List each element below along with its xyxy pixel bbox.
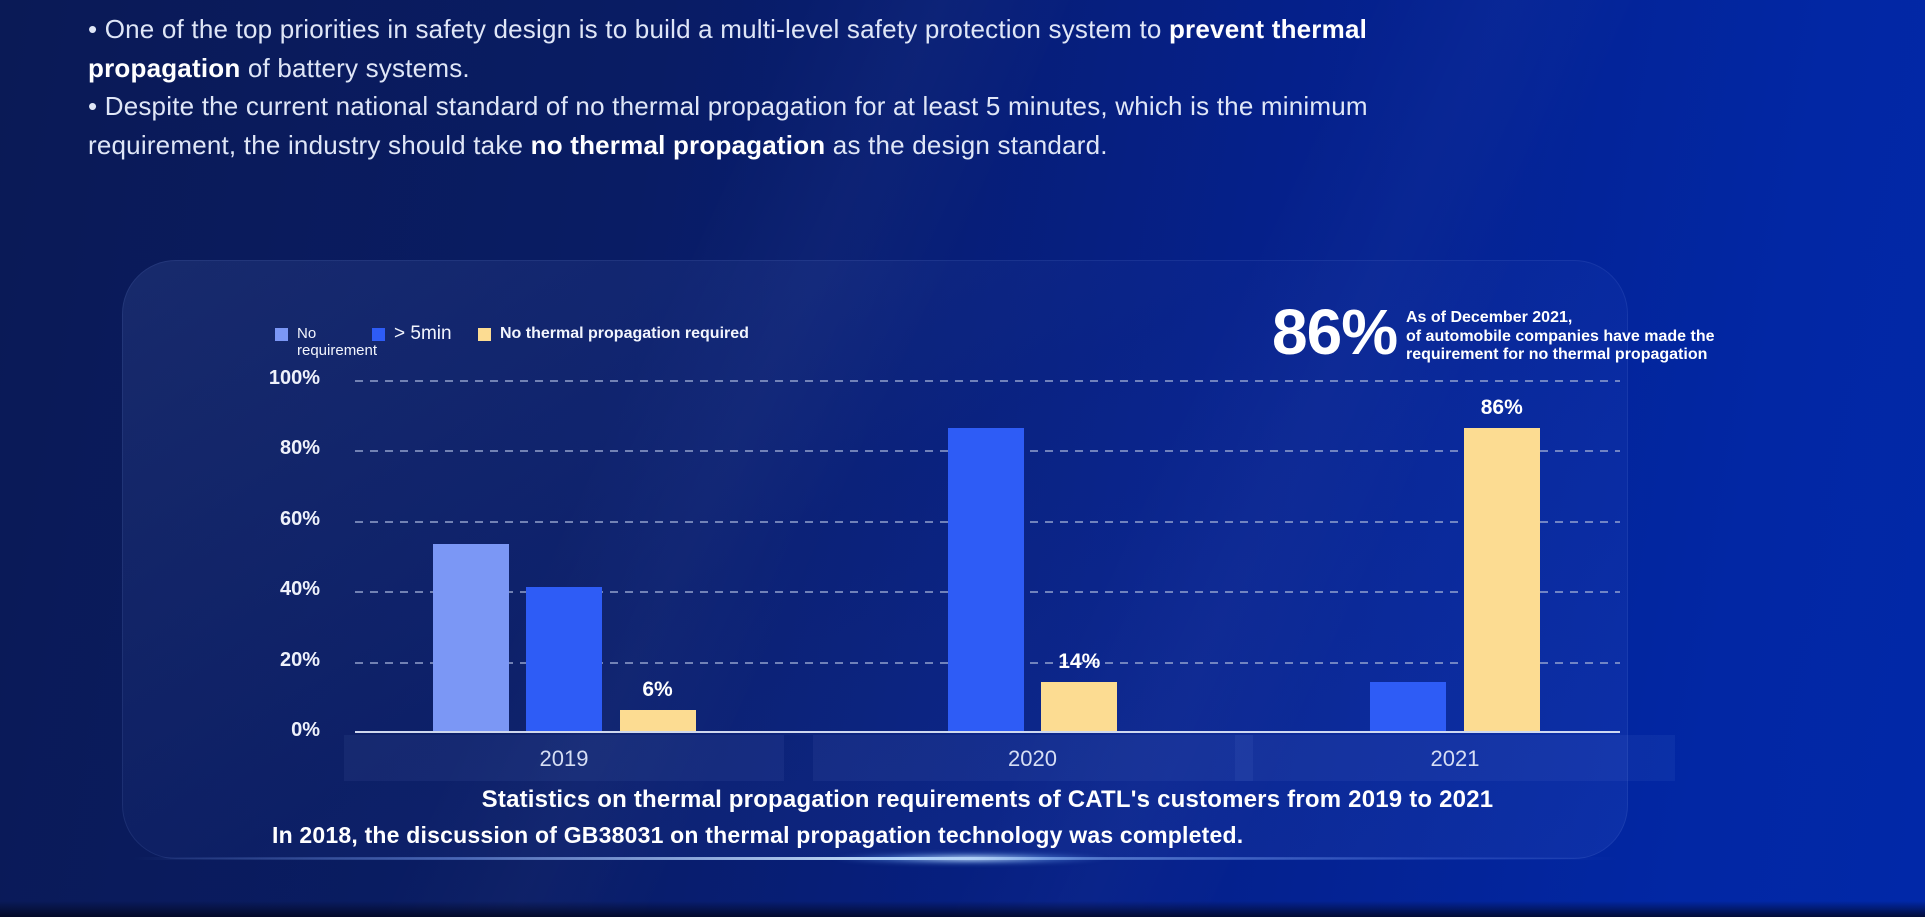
legend-label: > 5min <box>394 323 452 344</box>
intro-bold-text: no thermal propagation <box>530 129 826 160</box>
bar-value-label: 14% <box>1058 649 1101 673</box>
callout-value: 86% <box>1272 296 1398 368</box>
y-axis-label: 0% <box>291 719 320 741</box>
footnote: In 2018, the discussion of GB38031 on th… <box>272 822 1244 848</box>
y-axis-label: 80% <box>279 437 320 460</box>
bar <box>526 586 602 731</box>
gridline <box>355 380 1620 382</box>
bar <box>1370 681 1447 731</box>
intro-text-segment: as the design standard. <box>825 129 1108 160</box>
intro-text-segment: • One of the top priorities in safety de… <box>88 14 1169 44</box>
bar-value-label: 6% <box>642 677 673 701</box>
intro-line: • One of the top priorities in safety de… <box>88 10 1788 49</box>
legend-item: > 5min <box>372 323 452 344</box>
intro-text-segment: requirement, the industry should take <box>88 129 531 160</box>
intro-text-segment: of battery systems. <box>240 52 470 83</box>
bar <box>1463 428 1540 731</box>
x-axis-label: 2021 <box>1430 746 1480 771</box>
x-axis-band <box>1235 735 1675 781</box>
legend-item: No thermal propagation required <box>478 325 749 342</box>
x-axis-line <box>355 731 1620 733</box>
intro-bold-text: propagation <box>88 52 241 83</box>
legend-swatch <box>275 328 288 341</box>
intro-line: • Despite the current national standard … <box>88 87 1788 126</box>
chart-plot-area: 6% 2019 14% 2020 86% 2021 <box>344 380 1675 781</box>
intro-line: requirement, the industry should take no… <box>88 126 1788 165</box>
bar <box>432 544 509 731</box>
legend-label: No requirement <box>297 325 378 359</box>
legend-item: No requirement <box>275 325 383 359</box>
intro-text: • One of the top priorities in safety de… <box>88 10 1788 164</box>
bar <box>1041 681 1118 731</box>
y-axis-label: 100% <box>268 367 320 389</box>
callout-text: As of December 2021, of automobile compan… <box>1406 309 1715 365</box>
legend: No requirement > 5min No thermal propagati… <box>275 323 795 365</box>
card-glow-line <box>132 857 1618 860</box>
intro-bold-text: prevent thermal <box>1168 14 1368 44</box>
legend-label: No thermal propagation required <box>500 325 749 342</box>
callout-line: of automobile companies have made the <box>1406 327 1715 345</box>
legend-swatch <box>372 328 385 341</box>
y-axis-label: 60% <box>279 507 320 530</box>
bar-value-label: 86% <box>1480 396 1523 420</box>
x-axis-label: 2020 <box>1008 746 1057 771</box>
intro-line: propagation of battery systems. <box>88 49 1788 88</box>
callout-line: requirement for no thermal propagation <box>1406 346 1708 363</box>
bar <box>619 709 696 731</box>
x-axis-band <box>812 735 1253 781</box>
intro-text-segment: • Despite the current national standard … <box>88 91 1368 121</box>
y-axis-label: 20% <box>279 648 320 671</box>
callout-line: As of December 2021, <box>1406 309 1573 326</box>
legend-swatch <box>478 328 491 341</box>
bar <box>947 428 1024 731</box>
y-axis-label: 40% <box>279 578 320 601</box>
x-axis-label: 2019 <box>539 746 589 771</box>
chart-title: Statistics on thermal propagation requir… <box>481 786 1494 813</box>
x-axis-band <box>344 735 784 781</box>
chart-card <box>122 260 1628 860</box>
